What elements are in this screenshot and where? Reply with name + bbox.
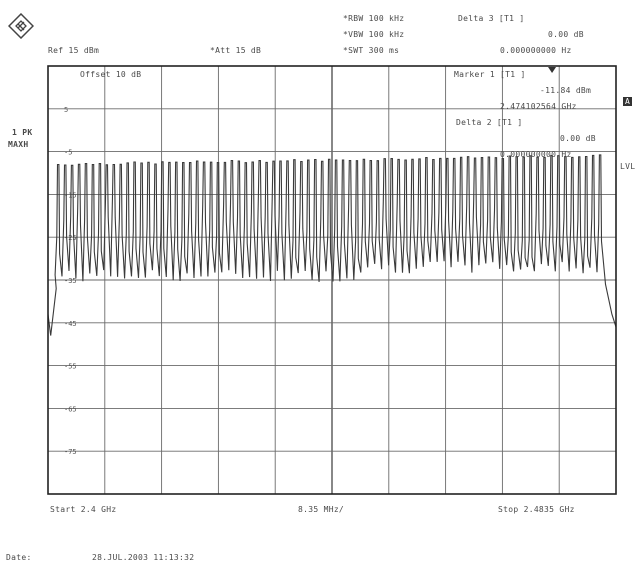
sweep-time-setting: *SWT 300 ms xyxy=(343,46,400,55)
trace-a-badge: A xyxy=(623,97,633,106)
delta-2-label: Delta 2 [T1 ] xyxy=(456,118,523,127)
y-tick-label: -35 xyxy=(64,277,77,285)
spectrum-trace xyxy=(47,67,617,336)
reference-level: Ref 15 dBm xyxy=(48,46,100,55)
marker-1-level: -11.84 dBm xyxy=(540,86,592,95)
y-tick-labels: 5-5-15-25-35-45-55-65-75 xyxy=(64,106,77,456)
delta-2-frequency: 0.000000000 Hz xyxy=(500,150,572,159)
delta-marker-frequency: 0.000000000 Hz xyxy=(500,46,572,55)
y-tick-label: -15 xyxy=(64,191,77,199)
stop-frequency: Stop 2.4835 GHz xyxy=(498,505,575,514)
trace-mode-label: MAXH xyxy=(8,140,29,149)
span-per-division: 8.35 MHz/ xyxy=(298,505,345,514)
delta-2-level: 0.00 dB xyxy=(560,134,596,143)
marker-1-frequency: 2.474102564 GHz xyxy=(500,102,577,111)
y-tick-label: -5 xyxy=(64,149,72,157)
attenuation-setting: *Att 15 dB xyxy=(210,46,262,55)
date-value: 28.JUL.2003 11:13:32 xyxy=(92,553,195,562)
y-tick-label: -55 xyxy=(64,363,77,371)
level-indicator: LVL xyxy=(620,162,636,171)
y-tick-label: -65 xyxy=(64,405,77,413)
vbw-setting: *VBW 100 kHz xyxy=(343,30,405,39)
delta-marker-label: Delta 3 [T1 ] xyxy=(458,14,525,23)
marker-1-label: Marker 1 [T1 ] xyxy=(454,70,526,79)
offset-label: Offset 10 dB xyxy=(80,70,142,79)
chart-grid xyxy=(48,66,616,494)
date-label: Date: xyxy=(6,553,32,562)
plot-frame xyxy=(47,65,617,495)
delta-marker-level: 0.00 dB xyxy=(548,30,584,39)
y-tick-label: -45 xyxy=(64,320,77,328)
trace-detector-label: 1 PK xyxy=(12,128,33,137)
y-tick-label: -75 xyxy=(64,448,77,456)
rohde-schwarz-logo-icon xyxy=(8,13,34,39)
spectrum-trace-line xyxy=(47,154,617,336)
start-frequency: Start 2.4 GHz xyxy=(50,505,117,514)
y-tick-label: 5 xyxy=(64,106,68,114)
marker-1-indicator xyxy=(548,67,557,73)
rbw-setting: *RBW 100 kHz xyxy=(343,14,405,23)
